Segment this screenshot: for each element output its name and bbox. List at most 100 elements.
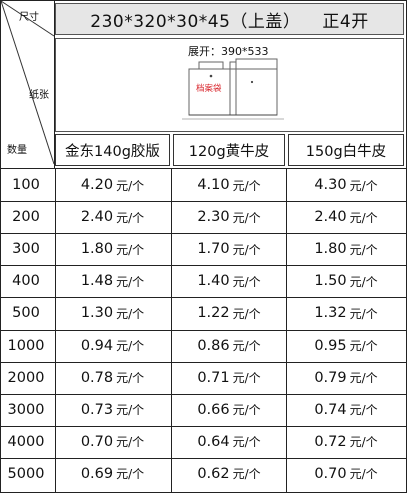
- row-divider: [0, 265, 406, 266]
- price-cell: 0.79 元/个: [287, 362, 405, 394]
- price-cell: 1.40 元/个: [172, 265, 286, 297]
- price-value: 4.30: [314, 177, 347, 194]
- row-divider: [0, 394, 406, 395]
- price-cell: 1.32 元/个: [287, 297, 405, 329]
- price-value: 0.66: [197, 401, 230, 418]
- paper-label: 纸张: [29, 90, 49, 101]
- size-label: 尺寸: [19, 12, 39, 23]
- price-value: 0.78: [80, 369, 114, 386]
- price-cell: 4.30 元/个: [287, 169, 405, 201]
- price-value: 1.80: [80, 241, 114, 258]
- price-value: 0.62: [197, 465, 230, 482]
- price-unit: 元/个: [232, 274, 261, 289]
- price-cell: 0.62 元/个: [172, 458, 286, 490]
- price-value: 1.30: [80, 305, 114, 322]
- price-value: 0.79: [314, 369, 347, 386]
- price-cell: 0.64 元/个: [172, 426, 286, 458]
- price-cell: 0.66 元/个: [172, 394, 286, 426]
- price-value: 1.50: [314, 273, 347, 290]
- price-cell: 1.30 元/个: [56, 297, 169, 329]
- price-unit: 元/个: [232, 339, 261, 354]
- price-unit: 元/个: [349, 306, 378, 321]
- price-value: 1.40: [197, 273, 230, 290]
- price-value: 4.20: [80, 177, 114, 194]
- row-divider: [0, 362, 406, 363]
- price-unit: 元/个: [116, 339, 145, 354]
- price-unit: 元/个: [116, 467, 145, 482]
- qty-cell: 400: [12, 273, 40, 290]
- price-value: 2.30: [197, 209, 230, 226]
- price-value: 0.74: [314, 401, 347, 418]
- price-unit: 元/个: [349, 242, 378, 257]
- price-unit: 元/个: [232, 242, 261, 257]
- unfold-preview: 展开：390*533 档案袋: [55, 38, 404, 132]
- qty-cell: 200: [12, 209, 40, 226]
- price-unit: 元/个: [232, 371, 261, 386]
- price-cell: 0.70 元/个: [56, 426, 169, 458]
- price-unit: 元/个: [232, 435, 261, 450]
- price-cell: 0.74 元/个: [287, 394, 405, 426]
- price-unit: 元/个: [232, 178, 261, 193]
- price-unit: 元/个: [349, 403, 378, 418]
- price-value: 0.70: [80, 433, 114, 450]
- qty-cell: 100: [12, 177, 40, 194]
- price-cell: 0.95 元/个: [287, 330, 405, 362]
- price-unit: 元/个: [116, 435, 145, 450]
- qty-cell: 2000: [7, 369, 45, 386]
- price-cell: 1.50 元/个: [287, 265, 405, 297]
- qty-cell: 300: [12, 241, 40, 258]
- price-unit: 元/个: [349, 274, 378, 289]
- price-value: 0.94: [80, 337, 114, 354]
- price-cell: 0.69 元/个: [56, 458, 169, 490]
- qty-cell: 4000: [7, 433, 45, 450]
- price-value: 1.48: [80, 273, 114, 290]
- price-cell: 0.70 元/个: [287, 458, 405, 490]
- qty-cell: 1000: [7, 337, 45, 354]
- column-divider: [55, 168, 56, 492]
- row-divider: [0, 458, 406, 459]
- price-unit: 元/个: [116, 403, 145, 418]
- price-cell: 4.10 元/个: [172, 169, 286, 201]
- price-unit: 元/个: [116, 242, 145, 257]
- price-unit: 元/个: [232, 210, 261, 225]
- row-divider: [0, 426, 406, 427]
- price-value: 2.40: [314, 209, 347, 226]
- price-unit: 元/个: [232, 403, 261, 418]
- price-unit: 元/个: [349, 371, 378, 386]
- price-value: 0.69: [80, 465, 114, 482]
- qty-cell: 5000: [7, 465, 45, 482]
- price-cell: 0.86 元/个: [172, 330, 286, 362]
- price-value: 0.70: [314, 465, 347, 482]
- price-unit: 元/个: [116, 306, 145, 321]
- price-value: 1.80: [314, 241, 347, 258]
- price-value: 1.32: [314, 305, 347, 322]
- qty-label: 数量: [7, 145, 27, 156]
- price-unit: 元/个: [116, 371, 145, 386]
- corner-diagonals: [0, 0, 55, 165]
- price-cell: 1.22 元/个: [172, 297, 286, 329]
- price-unit: 元/个: [349, 339, 378, 354]
- col-header-1: 金东140g胶版: [55, 134, 170, 166]
- price-value: 2.40: [80, 209, 114, 226]
- bag-label: 档案袋: [196, 84, 222, 94]
- price-cell: 4.20 元/个: [56, 169, 169, 201]
- price-cell: 1.70 元/个: [172, 233, 286, 265]
- format-text: 正4开: [322, 11, 369, 32]
- price-value: 0.86: [197, 337, 230, 354]
- row-divider: [0, 201, 406, 202]
- price-value: 1.22: [197, 305, 230, 322]
- price-cell: 0.71 元/个: [172, 362, 286, 394]
- price-cell: 1.80 元/个: [287, 233, 405, 265]
- spec-title: 230*320*30*45（上盖） 正4开: [55, 3, 404, 35]
- bag-diagram-icon: [182, 58, 284, 120]
- price-unit: 元/个: [116, 274, 145, 289]
- price-unit: 元/个: [349, 210, 378, 225]
- price-unit: 元/个: [232, 467, 261, 482]
- price-cell: 2.40 元/个: [56, 201, 169, 233]
- header-divider: [54, 0, 55, 168]
- price-cell: 0.73 元/个: [56, 394, 169, 426]
- price-cell: 0.78 元/个: [56, 362, 169, 394]
- row-divider: [0, 233, 406, 234]
- unfold-size: 展开：390*533: [188, 45, 269, 58]
- price-cell: 2.40 元/个: [287, 201, 405, 233]
